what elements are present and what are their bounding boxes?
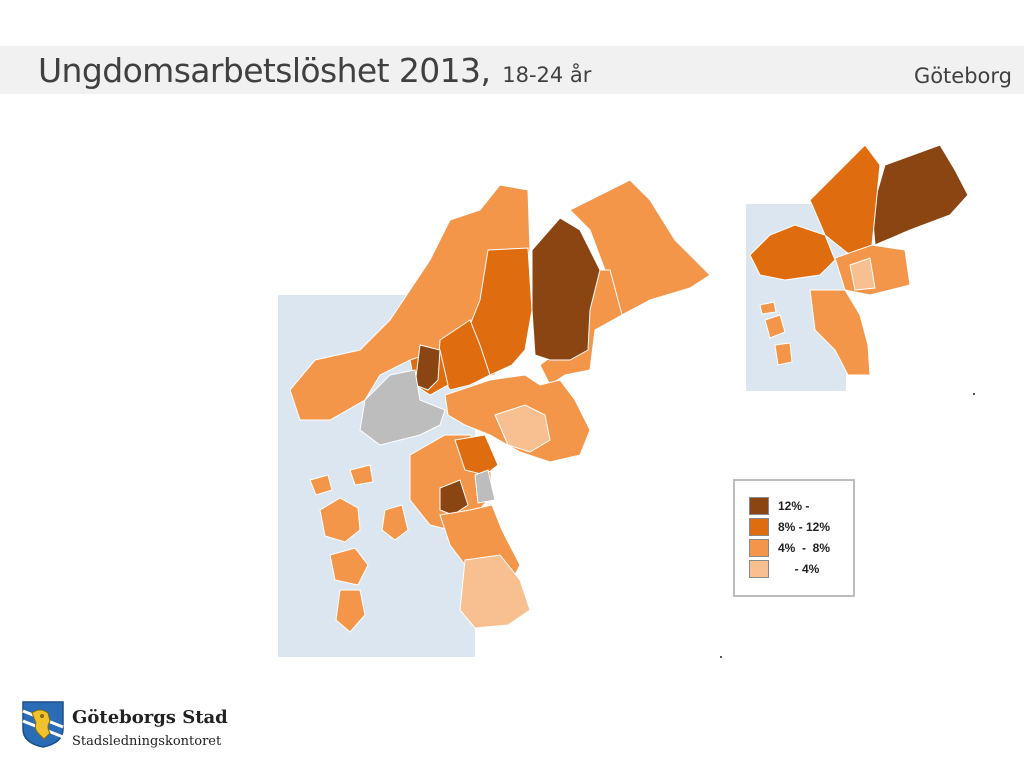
inset-region-west — [749, 224, 836, 281]
district-southwest-dark — [454, 434, 499, 476]
inset-region-centre-light — [849, 257, 876, 291]
title-subtitle: 18-24 år — [502, 63, 592, 87]
legend-label: 12% - — [778, 498, 810, 513]
city-label: Göteborg — [913, 64, 1012, 88]
legend-label: 8% - 12% — [778, 519, 831, 534]
inset-map — [746, 144, 969, 391]
archipelago-island — [335, 589, 366, 633]
inset-region-south — [809, 289, 871, 376]
archipelago-island — [319, 497, 361, 543]
district-no-data-south — [474, 469, 496, 504]
legend-label: 4% - 8% — [778, 540, 831, 555]
title-bar — [0, 46, 1024, 94]
inset-island — [774, 342, 793, 366]
main-map — [278, 179, 711, 657]
legend-swatch — [749, 538, 769, 557]
inset-region-north — [809, 144, 881, 256]
district-no-data-west — [359, 369, 446, 446]
legend-item: 8% - 12% — [749, 516, 853, 537]
archipelago-island — [349, 464, 374, 486]
stray-mark — [720, 656, 722, 658]
logo-department: Stadsledningskontoret — [72, 734, 222, 749]
district-frolunda — [439, 479, 469, 516]
legend-swatch — [749, 559, 769, 578]
archipelago-island — [329, 547, 369, 586]
page-title: Ungdomsarbetslöshet 2013, 18-24 år — [38, 51, 591, 90]
district-mid-north — [467, 247, 533, 376]
inset-island — [764, 314, 786, 339]
stray-mark — [973, 393, 975, 395]
logo-name: Göteborgs Stad — [72, 707, 228, 728]
map-legend: 12% - 8% - 12% 4% - 8% - 4% — [733, 479, 855, 597]
district-angered — [531, 217, 601, 361]
legend-item: - 4% — [749, 558, 853, 579]
goteborg-lion-crest-icon — [22, 701, 64, 748]
legend-label: - 4% — [778, 561, 820, 576]
inset-region-northeast — [871, 144, 969, 246]
legend-item: 4% - 8% — [749, 537, 853, 558]
legend-swatch — [749, 496, 769, 515]
inset-island — [759, 301, 777, 315]
archipelago-island — [381, 504, 409, 541]
archipelago-island — [309, 474, 333, 496]
legend-swatch — [749, 517, 769, 536]
district-centre-light — [494, 404, 551, 453]
district-askim — [459, 554, 531, 629]
title-main: Ungdomsarbetslöshet 2013, — [38, 51, 491, 90]
legend-item: 12% - — [749, 495, 853, 516]
